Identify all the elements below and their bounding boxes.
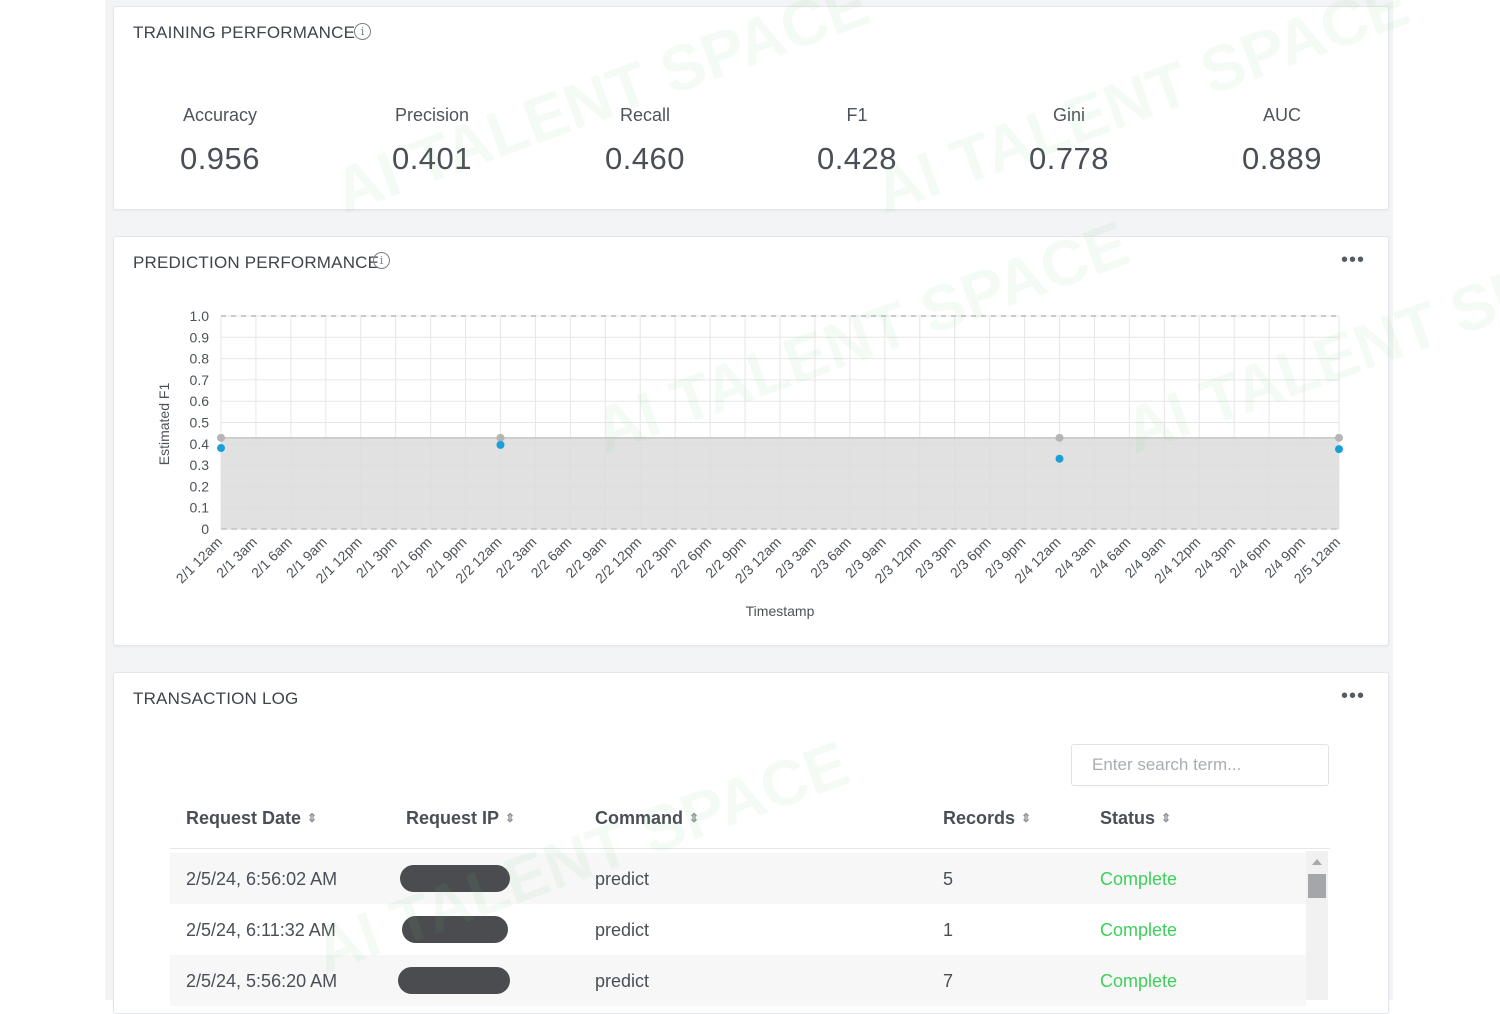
column-header-request-ip[interactable]: Request IP ⇕ [406,808,515,829]
cell-status: Complete [1100,869,1178,889]
cell-request-date: 2/5/24, 5:56:20 AM [186,971,338,991]
metric-label: Precision [394,105,470,125]
prediction-performance-title: PREDICTION PERFORMANCE [133,253,380,272]
more-options-icon[interactable]: ••• [1341,685,1366,707]
cell-command: predict [595,971,650,991]
sort-icon: ⇕ [307,811,318,825]
info-icon[interactable]: i [373,252,390,269]
sort-icon: ⇕ [1161,811,1172,825]
column-header-label: Command [595,808,684,828]
cell-command: predict [595,869,650,889]
metric-label: Accuracy [182,105,258,125]
search-input[interactable] [1071,744,1329,786]
prediction-performance-card: PREDICTION PERFORMANCE i ••• [113,236,1389,646]
metric-auc: AUC 0.889 [1202,105,1362,177]
sort-icon: ⇕ [689,811,700,825]
redacted-ip [402,916,508,943]
training-performance-card: TRAINING PERFORMANCE i Accuracy 0.956 Pr… [113,6,1389,210]
metric-value: 0.460 [604,141,686,176]
table-row[interactable]: 2/5/24, 6:56:02 AM predict 5 Complete [170,853,1306,904]
metric-recall: Recall 0.460 [565,105,725,177]
transaction-log-title: TRANSACTION LOG [133,689,299,708]
column-header-label: Request Date [186,808,302,828]
table-header-divider [170,848,1330,849]
cell-status: Complete [1100,920,1178,940]
cell-command: predict [595,920,650,940]
metric-precision: Precision 0.401 [352,105,512,177]
cell-records: 5 [943,869,954,889]
table-row[interactable]: 2/5/24, 5:56:20 AM predict 7 Complete [170,955,1306,1006]
column-header-status[interactable]: Status ⇕ [1100,808,1171,829]
cell-request-date: 2/5/24, 6:11:32 AM [186,920,336,940]
cell-status: Complete [1100,971,1178,991]
cell-records: 1 [943,920,954,940]
column-header-request-date[interactable]: Request Date ⇕ [186,808,317,829]
metric-label: Gini [1052,105,1085,125]
redacted-ip [400,865,510,892]
metric-value: 0.401 [391,141,473,176]
scrollbar-thumb[interactable] [1308,874,1326,898]
more-options-icon[interactable]: ••• [1341,249,1366,271]
cell-records: 7 [943,971,954,991]
metric-label: F1 [846,105,868,125]
info-icon[interactable]: i [354,23,371,40]
metric-label: Recall [619,105,671,125]
metric-accuracy: Accuracy 0.956 [140,105,300,177]
column-header-label: Status [1100,808,1156,828]
metric-gini: Gini 0.778 [989,105,1149,177]
table-row[interactable]: 2/5/24, 6:11:32 AM predict 1 Complete [170,904,1306,955]
metric-value: 0.428 [816,141,898,176]
metric-value: 0.889 [1241,141,1323,176]
metric-value: 0.778 [1028,141,1110,176]
scroll-up-arrow-icon[interactable] [1312,859,1322,865]
redacted-ip [398,967,510,994]
column-header-command[interactable]: Command ⇕ [595,808,699,829]
training-performance-title: TRAINING PERFORMANCE [133,23,356,42]
column-header-label: Records [943,808,1016,828]
sort-icon: ⇕ [505,811,516,825]
metric-value: 0.956 [179,141,261,176]
cell-request-date: 2/5/24, 6:56:02 AM [186,869,338,889]
metric-label: AUC [1262,105,1301,125]
metric-f1: F1 0.428 [777,105,937,177]
column-header-records[interactable]: Records ⇕ [943,808,1031,829]
table-scrollbar[interactable] [1306,851,1328,1000]
sort-icon: ⇕ [1021,811,1032,825]
column-header-label: Request IP [406,808,500,828]
